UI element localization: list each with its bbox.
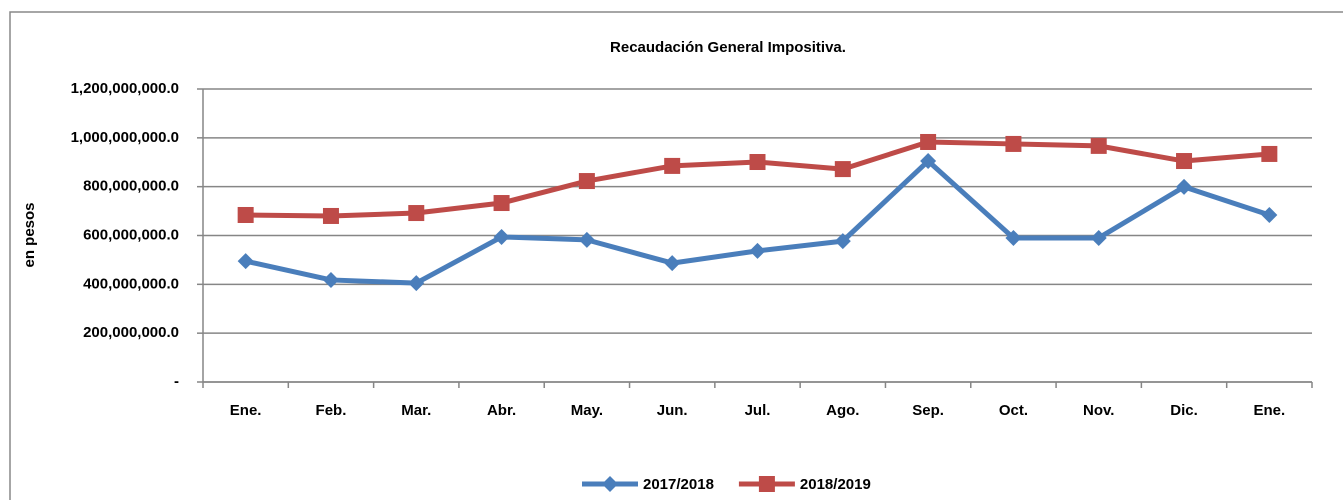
data-point [1176, 153, 1193, 170]
data-point [664, 255, 681, 272]
chart-title: Recaudación General Impositiva. [610, 39, 846, 56]
data-point [1261, 206, 1278, 223]
data-point [237, 206, 254, 223]
data-point [1090, 137, 1107, 154]
x-tick-label: Sep. [912, 402, 944, 419]
chart-border [9, 11, 1343, 500]
data-point [1005, 135, 1022, 152]
legend-label: 2018/2019 [800, 476, 871, 493]
data-point [408, 205, 425, 222]
legend-marker [758, 476, 775, 492]
data-point [578, 173, 595, 190]
y-axis-label: en pesos [21, 202, 38, 267]
data-point [322, 207, 339, 224]
data-point [749, 242, 766, 259]
data-point [578, 231, 595, 248]
y-tick-label: 1,000,000,000.0 [71, 129, 179, 146]
x-tick-label: May. [571, 402, 603, 419]
y-tick-label: 400,000,000.0 [83, 275, 179, 292]
y-tick-label: 800,000,000.0 [83, 178, 179, 195]
data-point [1176, 178, 1193, 195]
data-point [322, 271, 339, 288]
data-point [834, 233, 851, 250]
x-tick-label: Ene. [230, 402, 262, 419]
x-tick-label: Ene. [1254, 402, 1286, 419]
data-point [1005, 229, 1022, 246]
data-point [408, 275, 425, 292]
x-tick-label: Mar. [401, 402, 431, 419]
x-tick-label: Jul. [745, 402, 771, 419]
legend-label: 2017/2018 [643, 476, 714, 493]
x-tick-label: Feb. [316, 402, 347, 419]
data-point [1090, 229, 1107, 246]
x-tick-label: Abr. [487, 402, 516, 419]
data-point [237, 253, 254, 270]
y-tick-label: 200,000,000.0 [83, 324, 179, 341]
data-point [493, 228, 510, 245]
data-point [1261, 145, 1278, 162]
data-point [920, 153, 937, 170]
x-tick-label: Oct. [999, 402, 1028, 419]
data-point [834, 161, 851, 178]
x-tick-label: Dic. [1170, 402, 1198, 419]
data-point [920, 133, 937, 150]
y-tick-label: 1,200,000,000.0 [71, 80, 179, 97]
y-tick-label: - [174, 373, 179, 390]
data-point [664, 157, 681, 174]
x-tick-label: Nov. [1083, 402, 1114, 419]
x-tick-label: Jun. [657, 402, 688, 419]
data-point [493, 195, 510, 212]
y-tick-label: 600,000,000.0 [83, 226, 179, 243]
legend-marker [602, 476, 618, 492]
x-tick-label: Ago. [826, 402, 859, 419]
data-point [749, 154, 766, 171]
